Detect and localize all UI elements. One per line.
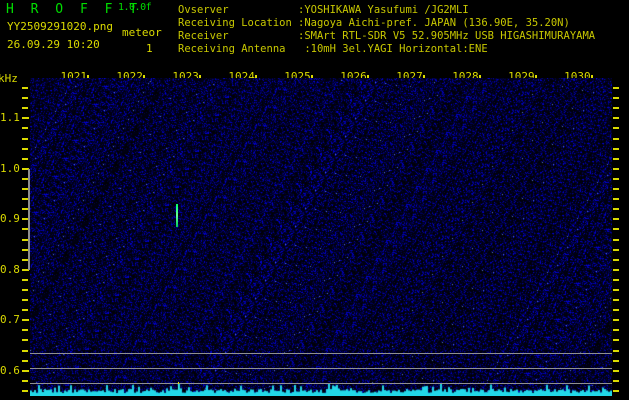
event-count-value: 1 <box>146 42 153 55</box>
station-info-value: :SMArt RTL-SDR V5 52.905MHz USB HIGASHIM… <box>298 30 596 42</box>
y-tick-mark <box>22 268 29 271</box>
y-tick-minor <box>22 278 28 281</box>
y-tick-mark-right <box>613 268 619 271</box>
y-tick-minor <box>22 379 28 382</box>
y-tick-minor <box>22 238 28 241</box>
y-tick-minor-right <box>613 238 619 241</box>
station-info-value: :Nagoya Aichi-pref. JAPAN (136.90E, 35.2… <box>298 17 570 29</box>
y-tick-minor-right <box>613 289 619 291</box>
y-tick-mark-right <box>613 117 619 120</box>
datetime-label: 26.09.29 10:20 <box>7 38 100 51</box>
y-tick-minor-right <box>613 127 619 130</box>
station-info-value: :YOSHIKAWA Yasufumi /JG2MLI <box>298 4 469 16</box>
station-info-key: Ovserver <box>178 4 229 16</box>
y-tick-minor-right <box>613 329 619 332</box>
y-tick-mark-right <box>613 319 619 322</box>
station-info-value: :10mH 3el.YAGI Horizontal:ENE <box>298 43 488 55</box>
y-tick-mark <box>22 369 29 372</box>
y-tick-mark-right <box>613 369 619 372</box>
y-tick-minor <box>22 177 28 180</box>
meteor-echo-streak <box>176 204 178 227</box>
y-tick-minor <box>22 289 28 291</box>
y-tick-minor-right <box>613 188 619 191</box>
y-tick-mark <box>22 117 29 120</box>
y-tick-minor-right <box>613 97 619 100</box>
y-tick-label: 0.8 <box>0 262 20 276</box>
y-tick-minor-right <box>613 87 619 90</box>
y-tick-minor <box>22 208 28 211</box>
y-tick-minor <box>22 329 28 332</box>
y-tick-label: 1.0 <box>0 161 20 175</box>
y-tick-minor-right <box>613 208 619 211</box>
y-tick-minor-right <box>613 258 619 261</box>
app-version: 1.0.0f <box>118 2 152 13</box>
y-tick-minor <box>22 349 28 352</box>
y-tick-minor <box>22 339 28 342</box>
y-tick-minor <box>22 87 28 90</box>
station-info-key: Receiver <box>178 30 229 42</box>
reference-line <box>30 353 612 354</box>
y-tick-mark <box>22 319 29 322</box>
app-title: H R O F F T <box>6 2 142 17</box>
station-info-row: Receiver :SMArt RTL-SDR V5 52.905MHz USB … <box>178 30 595 43</box>
y-tick-minor-right <box>613 349 619 352</box>
y-tick-label: 1.1 <box>0 111 20 125</box>
amplitude-waveform-canvas <box>30 384 612 396</box>
filename-label: YY2509291020.png <box>7 20 113 33</box>
y-tick-minor-right <box>613 137 619 140</box>
spectrogram-panel: kHz 1.1 1.0 0.9 0.8 0.7 0.6 1021 1022 1023 1024 1… <box>0 70 629 400</box>
y-tick-minor <box>22 127 28 130</box>
y-tick-minor-right <box>613 157 619 160</box>
y-tick-minor <box>22 137 28 140</box>
y-tick-minor-right <box>613 379 619 382</box>
reference-line <box>30 383 612 384</box>
y-tick-minor <box>22 97 28 100</box>
y-tick-label: 0.7 <box>0 313 20 327</box>
y-tick-mark-right <box>613 167 619 170</box>
spectrogram-noise-canvas <box>30 78 612 396</box>
y-tick-minor <box>22 248 28 251</box>
station-info-key: Receiving Location <box>178 17 292 29</box>
y-tick-minor <box>22 359 28 362</box>
y-tick-mark-right <box>613 218 619 221</box>
station-info-block: Ovserver:YOSHIKAWA Yasufumi /JG2MLI Recei… <box>178 4 595 56</box>
y-tick-label: 0.6 <box>0 363 20 377</box>
y-tick-minor-right <box>613 198 619 201</box>
y-tick-minor <box>22 157 28 160</box>
station-info-row: Ovserver :YOSHIKAWA Yasufumi /JG2MLI <box>178 4 595 17</box>
y-tick-minor <box>22 188 28 191</box>
amplitude-scale-bar <box>28 168 30 270</box>
y-tick-mark <box>22 218 29 221</box>
event-category-label: meteor <box>122 26 162 39</box>
y-axis-unit-label: kHz <box>0 72 18 85</box>
header-bar: H R O F F T 1.0.0f YY2509291020.png 26.0… <box>0 0 629 72</box>
y-tick-minor-right <box>613 248 619 251</box>
station-info-row: Receiving Antenna :10mH 3el.YAGI Horizon… <box>178 43 595 56</box>
y-tick-minor-right <box>613 228 619 231</box>
reference-line <box>30 368 612 369</box>
y-tick-minor <box>22 309 28 312</box>
y-tick-minor-right <box>613 339 619 342</box>
y-tick-minor-right <box>613 147 619 150</box>
y-tick-minor-right <box>613 107 619 110</box>
y-tick-minor <box>22 228 28 231</box>
y-tick-minor-right <box>613 309 619 312</box>
y-tick-minor <box>22 299 28 302</box>
y-tick-minor-right <box>613 278 619 281</box>
y-tick-minor-right <box>613 299 619 302</box>
y-tick-minor-right <box>613 389 619 392</box>
y-tick-minor <box>22 147 28 150</box>
y-tick-minor-right <box>613 177 619 180</box>
y-tick-minor <box>22 389 28 392</box>
station-info-key: Receiving Antenna <box>178 43 286 55</box>
y-tick-minor-right <box>613 359 619 362</box>
y-tick-minor <box>22 198 28 201</box>
y-tick-minor <box>22 107 28 110</box>
station-info-row: Receiving Location :Nagoya Aichi-pref. JA… <box>178 17 595 30</box>
y-tick-minor <box>22 258 28 261</box>
y-tick-label: 0.9 <box>0 212 20 226</box>
y-tick-mark <box>22 167 29 170</box>
spectrogram-plot-area[interactable] <box>30 78 612 396</box>
